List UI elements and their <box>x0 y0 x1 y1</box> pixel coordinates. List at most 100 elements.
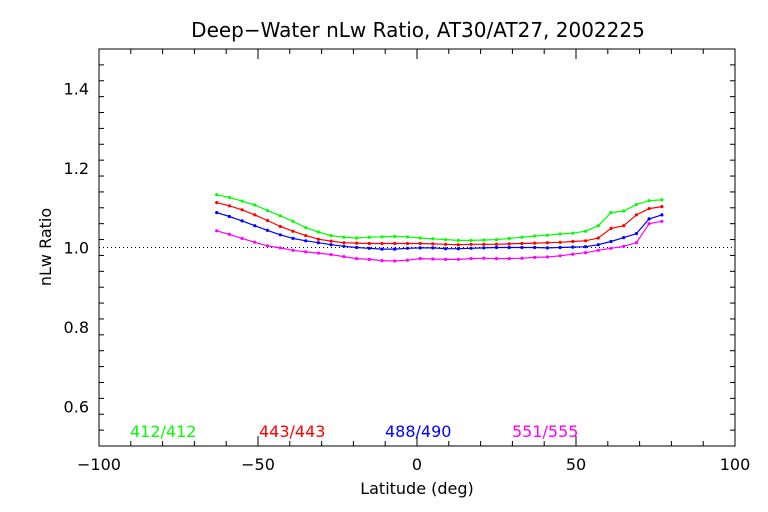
axis-ticks <box>98 48 736 447</box>
y-tick-label: 1.4 <box>64 80 89 99</box>
data-point <box>367 257 371 261</box>
data-point <box>533 241 537 245</box>
y-tick-label: 0.8 <box>64 318 89 337</box>
data-point <box>278 224 282 229</box>
data-point <box>622 224 626 228</box>
data-point <box>265 244 270 248</box>
data-point <box>342 255 346 259</box>
legend-entry: 412/412 <box>130 422 196 441</box>
data-point <box>304 234 308 238</box>
data-point <box>558 245 562 250</box>
data-point <box>545 233 550 237</box>
legend-entry: 551/555 <box>512 422 578 441</box>
data-point <box>342 235 346 239</box>
data-point <box>316 251 320 255</box>
series-412-412 <box>215 193 664 242</box>
data-point <box>533 245 537 250</box>
data-point <box>329 239 333 243</box>
y-tick-label: 1.2 <box>64 159 89 178</box>
data-point <box>291 229 295 233</box>
data-point <box>418 241 422 246</box>
data-point <box>545 255 550 259</box>
series-551-555 <box>215 219 664 263</box>
data-point <box>227 214 231 219</box>
data-point <box>596 248 600 252</box>
data-point <box>329 253 333 257</box>
data-point <box>494 245 499 250</box>
data-point <box>405 241 410 246</box>
x-tick-label: 0 <box>412 455 422 474</box>
data-point <box>405 235 410 239</box>
data-point <box>380 235 384 239</box>
data-point <box>444 257 448 261</box>
data-point <box>329 243 333 247</box>
data-point <box>304 226 308 230</box>
data-point <box>545 246 550 250</box>
data-point <box>265 209 270 213</box>
data-point <box>647 207 651 211</box>
data-point <box>494 242 499 246</box>
data-point <box>355 257 359 261</box>
data-point <box>520 235 524 239</box>
data-point <box>265 228 270 232</box>
data-point <box>469 238 473 242</box>
data-point <box>533 234 537 238</box>
data-point <box>304 250 308 254</box>
data-point <box>647 222 651 226</box>
data-point <box>507 257 511 261</box>
data-point <box>571 239 575 244</box>
data-point <box>355 241 359 245</box>
data-point <box>367 241 371 246</box>
data-point <box>444 238 448 242</box>
data-point <box>253 213 257 217</box>
series-line <box>216 202 662 246</box>
y-tick-label: 1.0 <box>64 239 89 258</box>
data-point <box>380 259 384 263</box>
data-point <box>520 241 524 246</box>
data-point <box>609 246 613 250</box>
y-axis-label: nLw Ratio <box>36 208 55 286</box>
data-point <box>253 224 257 228</box>
x-tick-label: −100 <box>77 455 121 474</box>
data-point <box>265 218 270 223</box>
data-point <box>647 217 651 221</box>
data-point <box>380 247 384 251</box>
data-point <box>533 255 537 259</box>
legend: 412/412 443/443 488/490 551/555 <box>130 422 578 441</box>
data-point <box>596 243 600 247</box>
data-point <box>393 247 397 251</box>
data-point <box>583 245 588 249</box>
legend-entry: 488/490 <box>385 422 451 441</box>
series-line <box>216 194 662 241</box>
data-point <box>215 229 219 233</box>
data-point <box>418 246 422 250</box>
data-point <box>418 257 422 261</box>
data-point <box>482 246 486 250</box>
data-point <box>291 219 295 223</box>
data-point <box>583 251 588 255</box>
data-point <box>558 254 562 258</box>
data-point <box>215 211 219 215</box>
data-point <box>278 214 282 218</box>
data-point <box>431 242 435 246</box>
data-point <box>240 219 244 223</box>
data-point <box>482 242 486 246</box>
data-point <box>558 232 562 236</box>
data-point <box>329 234 333 238</box>
data-point <box>215 201 219 205</box>
data-point <box>431 237 435 241</box>
data-point <box>494 257 499 261</box>
data-point <box>393 241 397 246</box>
data-point <box>253 240 257 244</box>
data-point <box>456 247 460 251</box>
data-point <box>469 246 473 250</box>
data-point <box>291 236 295 240</box>
data-point <box>609 226 613 230</box>
data-point <box>660 213 664 217</box>
data-point <box>291 248 295 252</box>
data-point <box>634 232 639 236</box>
series-443-443 <box>215 201 664 247</box>
data-point <box>622 236 626 240</box>
data-point <box>278 233 282 237</box>
